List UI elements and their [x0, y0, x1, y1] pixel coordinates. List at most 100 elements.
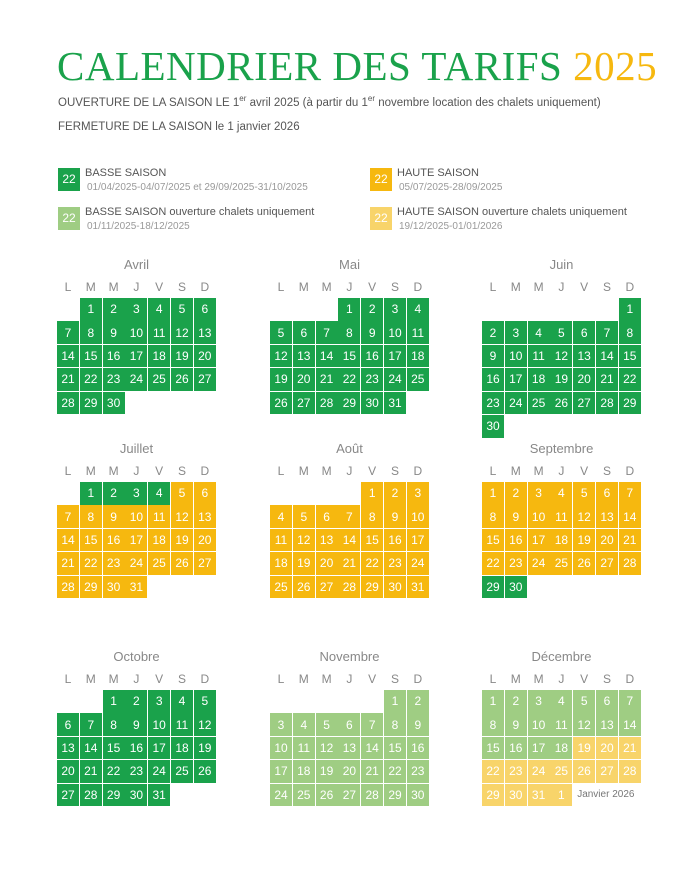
day: 17	[504, 368, 527, 391]
day: 23	[384, 552, 406, 575]
day: 3	[527, 690, 550, 713]
day: 26	[270, 391, 292, 415]
day: 7	[57, 321, 79, 344]
day: 15	[102, 736, 125, 760]
day: 11	[550, 713, 573, 736]
day: 21	[618, 528, 641, 552]
day: 24	[148, 760, 171, 783]
day: 6	[57, 713, 79, 736]
legend-dates: 01/11/2025-18/12/2025	[87, 221, 190, 232]
day: 24	[527, 760, 550, 783]
day: 15	[361, 528, 384, 552]
day: 29	[384, 783, 406, 807]
weekday: L	[64, 672, 72, 686]
day: 18	[406, 344, 429, 368]
day: 5	[193, 690, 216, 713]
day: 29	[482, 783, 504, 807]
weekday: D	[625, 464, 635, 478]
day: 16	[125, 736, 148, 760]
day: 13	[596, 505, 618, 528]
day: 20	[573, 368, 596, 391]
weekday: J	[133, 672, 140, 686]
weekday: M	[298, 672, 309, 686]
month-title: Avril	[123, 257, 150, 272]
day: 24	[125, 552, 148, 575]
legend-label: BASSE SAISON ouverture chalets uniquemen…	[85, 206, 315, 218]
day: 20	[596, 736, 618, 760]
weekday: J	[558, 280, 565, 294]
day: 4	[148, 482, 171, 505]
day: 23	[482, 391, 504, 415]
day: 21	[361, 760, 384, 783]
weekday: L	[489, 464, 497, 478]
day: 8	[482, 713, 504, 736]
day: 22	[361, 552, 384, 575]
day: 19	[193, 736, 216, 760]
day: 10	[270, 736, 292, 760]
day: 6	[193, 482, 216, 505]
day: 22	[618, 368, 641, 391]
day: 18	[550, 736, 573, 760]
day: 3	[125, 298, 148, 321]
day: 30	[504, 575, 527, 599]
day: 7	[315, 321, 338, 344]
day: 7	[361, 713, 384, 736]
day: 12	[550, 344, 573, 368]
day: 30	[102, 575, 125, 599]
weekday: S	[390, 280, 399, 294]
day: 19	[171, 528, 193, 552]
day: 22	[79, 368, 102, 391]
day: 30	[102, 391, 125, 415]
day: 12	[292, 528, 315, 552]
day: 7	[57, 505, 79, 528]
day: 19	[171, 344, 193, 368]
weekday: M	[85, 464, 96, 478]
day: 12	[193, 713, 216, 736]
day: 22	[338, 368, 361, 391]
day: 11	[148, 321, 171, 344]
weekday: M	[85, 280, 96, 294]
weekday: S	[602, 280, 611, 294]
title: CALENDRIER DES TARIFS 2025	[57, 42, 657, 90]
weekday: S	[390, 672, 399, 686]
legend-dates: 01/04/2025-04/07/2025 et 29/09/2025-31/1…	[87, 182, 308, 193]
day: 2	[504, 690, 527, 713]
day: 2	[406, 690, 429, 713]
day: 4	[270, 505, 292, 528]
day: 13	[57, 736, 79, 760]
day: 20	[57, 760, 79, 783]
day: 14	[338, 528, 361, 552]
day: 15	[482, 736, 504, 760]
day: 16	[102, 344, 125, 368]
weekday: V	[155, 280, 164, 294]
month-title: Mai	[339, 257, 360, 272]
day: 22	[79, 552, 102, 575]
day: 7	[618, 482, 641, 505]
weekday: S	[602, 464, 611, 478]
day: 7	[596, 321, 618, 344]
day: 25	[550, 760, 573, 783]
day: 12	[573, 713, 596, 736]
day: 5	[550, 321, 573, 344]
day: 11	[270, 528, 292, 552]
day: 7	[79, 713, 102, 736]
day: 9	[482, 344, 504, 368]
day: 24	[504, 391, 527, 415]
day: 18	[171, 736, 193, 760]
legend-label: HAUTE SAISON ouverture chalets uniquemen…	[397, 206, 627, 218]
weekday: J	[346, 672, 353, 686]
day: 27	[573, 391, 596, 415]
day: 3	[384, 298, 406, 321]
weekday: S	[177, 280, 186, 294]
weekday: S	[177, 464, 186, 478]
day: 26	[550, 391, 573, 415]
day: 16	[102, 528, 125, 552]
day: 30	[482, 415, 504, 438]
day: 21	[315, 368, 338, 391]
day: 11	[171, 713, 193, 736]
day: 6	[596, 690, 618, 713]
day: 29	[102, 783, 125, 807]
weekday: L	[489, 672, 497, 686]
day: 28	[57, 391, 79, 415]
day: 4	[550, 482, 573, 505]
